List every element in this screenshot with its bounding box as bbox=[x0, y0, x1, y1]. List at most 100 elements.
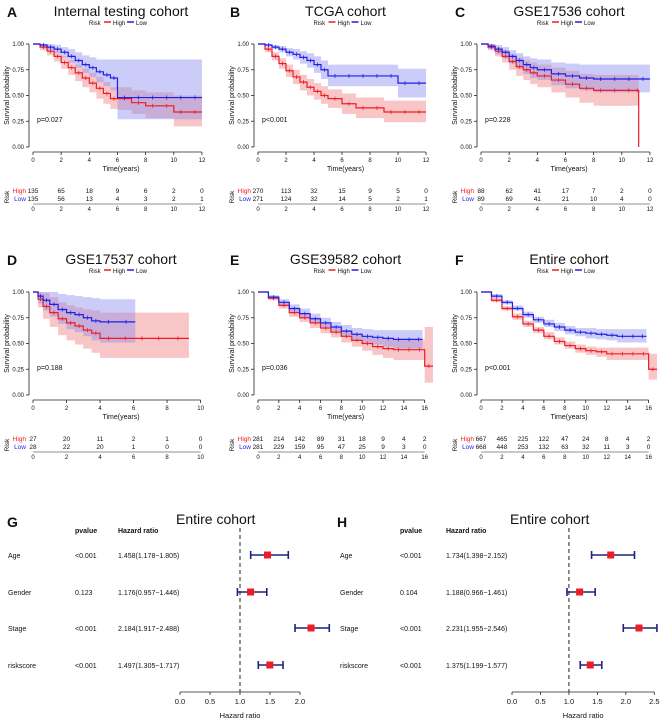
hr-point-box bbox=[247, 588, 255, 596]
x-tick-label: 8 bbox=[368, 158, 372, 164]
x-tick-label: 6 bbox=[319, 406, 323, 412]
risk-count-low: 281 bbox=[253, 444, 264, 451]
risk-row-label-low: Low bbox=[239, 196, 251, 203]
risk-count-low: 253 bbox=[517, 444, 528, 451]
risk-count-low: 271 bbox=[253, 196, 264, 203]
x-tick-label: 6 bbox=[132, 406, 136, 412]
legend-title: Risk bbox=[537, 269, 550, 275]
row-label: Age bbox=[340, 553, 353, 560]
y-tick-label: 0.75 bbox=[237, 68, 249, 74]
risk-x-tick-label: 4 bbox=[88, 207, 92, 213]
x-tick-label: 12 bbox=[380, 406, 387, 412]
y-tick-label: 1.00 bbox=[237, 42, 249, 48]
row-label: Stage bbox=[340, 626, 358, 633]
x-tick-label: 2.0 bbox=[295, 697, 305, 706]
p-value: p=0.228 bbox=[485, 117, 511, 124]
row-label: Age bbox=[8, 553, 21, 560]
panel-letter: E bbox=[230, 252, 239, 268]
y-tick-label: 0.50 bbox=[237, 94, 249, 100]
risk-count-high: 0 bbox=[200, 188, 204, 195]
y-tick-label: 0.00 bbox=[237, 145, 249, 151]
row-label: Stage bbox=[8, 626, 26, 633]
risk-count-high: 281 bbox=[253, 436, 264, 443]
risk-count-high: 9 bbox=[381, 436, 385, 443]
y-axis-title: Survival probability bbox=[4, 314, 11, 373]
hr-point-box bbox=[586, 661, 594, 669]
risk-x-tick-label: 12 bbox=[647, 207, 654, 213]
risk-count-low: 0 bbox=[647, 444, 651, 451]
risk-x-tick-label: 4 bbox=[98, 455, 102, 461]
panel-letter: C bbox=[455, 4, 465, 20]
y-tick-label: 1.00 bbox=[12, 42, 24, 48]
risk-count-high: 270 bbox=[253, 188, 264, 195]
risk-x-tick-label: 2 bbox=[277, 455, 281, 461]
risk-count-high: 2 bbox=[132, 436, 136, 443]
risk-count-low: 32 bbox=[582, 444, 590, 451]
risk-count-high: 4 bbox=[626, 436, 630, 443]
y-tick-label: 0.00 bbox=[237, 393, 249, 399]
risk-axis-title: Risk bbox=[229, 438, 236, 451]
risk-count-low: 668 bbox=[476, 444, 487, 451]
risk-count-high: 135 bbox=[28, 188, 39, 195]
risk-x-tick-label: 8 bbox=[144, 207, 148, 213]
risk-count-high: 0 bbox=[648, 188, 652, 195]
forest-panel-H: H Entire cohort pvalue Hazard ratio Age <0.00… bbox=[337, 511, 660, 720]
risk-axis-title: Risk bbox=[4, 190, 11, 203]
risk-x-tick-label: 6 bbox=[132, 455, 136, 461]
y-tick-label: 0.75 bbox=[12, 316, 24, 322]
risk-count-low: 159 bbox=[294, 444, 305, 451]
x-tick-label: 0.5 bbox=[205, 697, 215, 706]
risk-count-high: 2 bbox=[172, 188, 176, 195]
x-axis-title: Time(years) bbox=[102, 414, 139, 421]
risk-count-high: 89 bbox=[317, 436, 325, 443]
risk-count-high: 88 bbox=[477, 188, 485, 195]
y-tick-label: 1.00 bbox=[460, 42, 472, 48]
ci-band-high bbox=[258, 44, 426, 123]
risk-x-tick-label: 10 bbox=[618, 207, 625, 213]
x-tick-label: 12 bbox=[199, 158, 206, 164]
y-tick-label: 0.25 bbox=[460, 367, 472, 373]
x-axis-title: Time(years) bbox=[550, 166, 587, 173]
risk-row-label-high: High bbox=[461, 188, 475, 195]
risk-count-high: 2 bbox=[620, 188, 624, 195]
survival-curve-low bbox=[258, 43, 426, 84]
risk-count-low: 5 bbox=[368, 196, 372, 203]
row-label: riskscore bbox=[8, 663, 36, 670]
risk-x-tick-label: 0 bbox=[256, 207, 260, 213]
risk-x-tick-label: 8 bbox=[340, 455, 344, 461]
risk-x-tick-label: 6 bbox=[340, 207, 344, 213]
y-tick-label: 0.75 bbox=[460, 316, 472, 322]
risk-count-low: 4 bbox=[116, 196, 120, 203]
y-tick-label: 0.75 bbox=[237, 316, 249, 322]
x-tick-label: 14 bbox=[624, 406, 631, 412]
x-tick-label: 10 bbox=[582, 406, 589, 412]
risk-x-tick-label: 4 bbox=[536, 207, 540, 213]
risk-count-high: 113 bbox=[281, 188, 292, 195]
risk-count-high: 9 bbox=[368, 188, 372, 195]
legend-label-low: Low bbox=[136, 21, 148, 27]
risk-count-high: 62 bbox=[506, 188, 514, 195]
risk-count-low: 13 bbox=[86, 196, 94, 203]
x-axis-title: Hazard ratio bbox=[220, 711, 261, 720]
risk-count-high: 31 bbox=[338, 436, 346, 443]
risk-row-label-low: Low bbox=[462, 444, 474, 451]
y-tick-label: 0.50 bbox=[237, 342, 249, 348]
risk-axis-title: Risk bbox=[229, 190, 236, 203]
chart-title: Internal testing cohort bbox=[54, 3, 189, 19]
row-hr-text: 1.497(1.305−1.717) bbox=[118, 663, 179, 670]
row-pvalue: <0.001 bbox=[75, 626, 97, 633]
x-tick-label: 8 bbox=[592, 158, 596, 164]
y-tick-label: 0.00 bbox=[12, 145, 24, 151]
x-tick-label: 12 bbox=[647, 158, 654, 164]
risk-axis-title: Risk bbox=[452, 190, 459, 203]
x-tick-label: 14 bbox=[400, 406, 407, 412]
risk-count-low: 9 bbox=[381, 444, 385, 451]
risk-x-tick-label: 10 bbox=[582, 455, 589, 461]
hr-point-box bbox=[576, 588, 584, 596]
risk-count-low: 0 bbox=[648, 196, 652, 203]
y-tick-label: 0.25 bbox=[460, 119, 472, 125]
y-tick-label: 0.00 bbox=[12, 393, 24, 399]
